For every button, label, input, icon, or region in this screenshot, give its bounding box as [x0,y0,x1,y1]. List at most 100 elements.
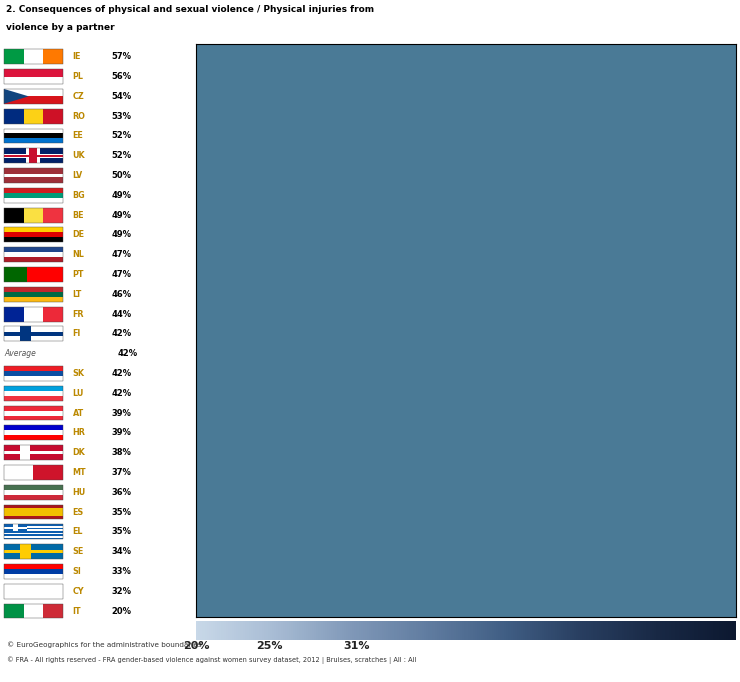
Bar [4,327,63,341]
Text: 32%: 32% [112,587,132,596]
Text: 35%: 35% [112,527,132,536]
Text: 33%: 33% [112,567,132,576]
Text: FR: FR [73,310,84,318]
Bar [4,584,63,599]
Bar [4,96,63,104]
Bar [4,524,63,526]
Bar [4,148,63,163]
Bar [4,564,63,579]
Bar [4,516,63,520]
Bar [4,544,63,559]
Bar [4,505,63,520]
Bar [4,465,63,480]
Text: AT: AT [73,409,84,417]
Bar [4,198,63,203]
Bar [4,188,63,203]
Text: 34%: 34% [112,547,132,556]
Text: BG: BG [73,191,85,200]
Text: 49%: 49% [112,191,132,200]
Bar [4,188,63,193]
Bar [4,574,63,579]
Bar [4,485,63,490]
Text: LU: LU [73,389,84,398]
Bar [4,604,63,619]
Bar [4,524,27,531]
Text: 47%: 47% [112,250,132,259]
Text: RO: RO [73,112,85,121]
Text: NL: NL [73,250,84,259]
Text: 36%: 36% [112,488,132,496]
Bar [4,292,63,297]
Text: PL: PL [73,72,84,81]
Text: CY: CY [73,587,84,596]
Bar [24,307,43,321]
Text: 47%: 47% [112,270,132,279]
Bar [4,49,24,64]
Text: ES: ES [73,507,84,516]
Bar [4,208,63,222]
Bar [4,386,63,401]
Bar [27,267,63,282]
Text: 57%: 57% [112,53,132,61]
Bar [4,426,63,441]
Bar [4,505,63,508]
Text: 52%: 52% [112,132,132,140]
Bar [4,332,63,336]
Bar [4,228,63,233]
Bar [4,537,63,539]
Bar [4,435,63,441]
Bar [4,386,63,391]
Text: © EuroGeographics for the administrative boundaries: © EuroGeographics for the administrative… [7,641,202,647]
Bar [4,569,63,574]
Bar [43,108,63,123]
Text: LT: LT [73,290,82,299]
Text: 52%: 52% [112,151,132,160]
Bar [4,108,63,123]
Text: LV: LV [73,171,83,180]
Bar [4,527,27,529]
Text: HR: HR [73,428,85,437]
Bar [4,494,63,500]
Text: 54%: 54% [112,92,132,101]
Bar [4,257,63,262]
Bar [24,49,43,64]
Bar [4,508,63,516]
Text: 53%: 53% [112,112,132,121]
Bar [4,544,63,559]
Bar [4,426,63,430]
Text: 39%: 39% [112,409,132,417]
Bar [24,208,43,222]
Bar [4,445,63,460]
Text: 42%: 42% [118,349,138,358]
Text: DK: DK [73,448,85,457]
Text: 49%: 49% [112,211,132,220]
Bar [4,134,63,138]
Text: MT: MT [73,468,86,477]
Bar [43,604,63,619]
Bar [4,533,63,534]
Bar [4,528,63,529]
Bar [4,177,63,183]
Bar [4,406,63,421]
Text: CZ: CZ [73,92,84,101]
Text: SI: SI [73,567,81,576]
Bar [4,584,63,599]
Bar [4,237,63,242]
Bar [43,307,63,321]
Text: 2. Consequences of physical and sexual violence / Physical injuries from: 2. Consequences of physical and sexual v… [6,5,374,14]
Bar [4,128,63,143]
Text: IT: IT [73,606,81,616]
Bar [4,564,63,569]
Bar [4,490,63,494]
Bar [4,89,63,96]
Bar [4,69,63,84]
Bar [4,366,63,371]
Bar [27,148,41,163]
Text: BE: BE [73,211,84,220]
Bar [4,287,63,301]
Bar [4,534,63,536]
Bar [4,193,63,198]
Bar [4,485,63,500]
Bar [29,148,38,163]
Bar [4,267,63,282]
